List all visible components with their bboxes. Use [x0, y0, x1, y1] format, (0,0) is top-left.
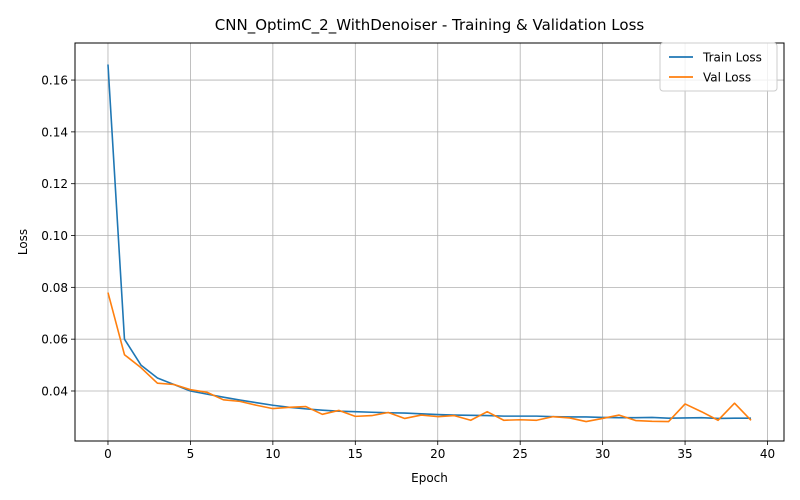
plot-area-frame — [74, 42, 785, 442]
y-tick-label: 0.14 — [41, 125, 68, 139]
y-tick-label: 0.08 — [41, 281, 68, 295]
grid — [75, 43, 784, 441]
x-axis-label: Epoch — [411, 471, 448, 485]
y-axis-label: Loss — [16, 229, 30, 255]
y-tick-label: 0.16 — [41, 74, 68, 88]
legend: Train Loss Val Loss — [659, 42, 778, 92]
x-tick-label: 15 — [348, 447, 363, 461]
y-tick-label: 0.12 — [41, 177, 68, 191]
x-axis: 0 5 10 15 20 25 30 35 40 — [104, 441, 775, 461]
legend-box — [659, 42, 778, 92]
series-layer — [107, 64, 752, 423]
x-tick-label: 40 — [760, 447, 775, 461]
x-tick-label: 25 — [513, 447, 528, 461]
y-tick-label: 0.10 — [41, 229, 68, 243]
series-line-val-loss — [107, 292, 752, 423]
x-tick-label: 30 — [595, 447, 610, 461]
x-tick-label: 5 — [187, 447, 195, 461]
y-axis: 0.04 0.06 0.08 0.10 0.12 0.14 0.16 — [41, 74, 75, 398]
x-tick-label: 35 — [677, 447, 692, 461]
x-tick-label: 10 — [265, 447, 280, 461]
x-tick-label: 0 — [104, 447, 112, 461]
y-tick-label: 0.06 — [41, 333, 68, 347]
legend-label-train-loss: Train Loss — [702, 51, 762, 65]
legend-label-val-loss: Val Loss — [703, 71, 751, 85]
x-tick-label: 20 — [430, 447, 445, 461]
chart-title: CNN_OptimC_2_WithDenoiser - Training & V… — [215, 16, 645, 35]
y-tick-label: 0.04 — [41, 384, 68, 398]
